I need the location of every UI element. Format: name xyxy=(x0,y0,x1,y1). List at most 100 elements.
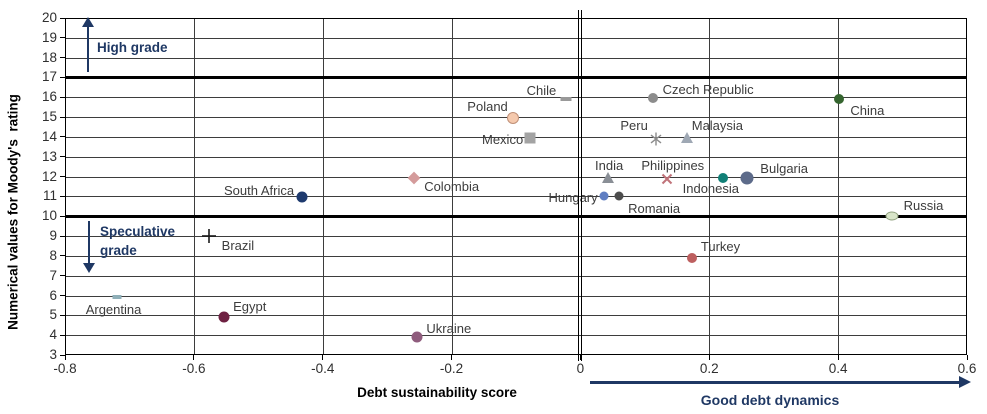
y-tick xyxy=(60,176,65,178)
gridline-x--0.4 xyxy=(322,19,324,354)
marker-egypt xyxy=(218,311,230,323)
good-debt-arrowhead-icon xyxy=(959,376,971,388)
x-tick-label: 0.2 xyxy=(699,361,719,376)
y-tick xyxy=(60,57,65,59)
threshold-line-y-10 xyxy=(66,215,966,219)
x-tick xyxy=(193,355,195,360)
x-tick-label: -0.2 xyxy=(439,361,464,376)
label-philippines: Philippines xyxy=(641,158,705,174)
x-tick xyxy=(966,355,968,360)
marker-indonesia xyxy=(717,172,728,183)
y-tick xyxy=(60,136,65,138)
y-tick xyxy=(60,314,65,316)
speculative-grade-line2: grade xyxy=(100,243,137,258)
x-tick-label: 0 xyxy=(576,361,585,376)
gridline-y-4 xyxy=(66,335,966,337)
marker-czech-republic xyxy=(647,93,658,104)
label-turkey: Turkey xyxy=(700,239,741,255)
x-tick xyxy=(708,355,710,360)
gridline-y-6 xyxy=(66,295,966,297)
y-tick-label: 14 xyxy=(41,128,57,144)
gridline-y-19 xyxy=(66,37,966,39)
y-tick-label: 17 xyxy=(41,69,57,85)
y-tick xyxy=(60,76,65,78)
y-tick-label: 5 xyxy=(49,307,57,323)
label-czech-republic: Czech Republic xyxy=(662,81,754,97)
good-debt-dynamics-annotation: Good debt dynamics xyxy=(700,392,840,408)
marker-mexico xyxy=(524,132,536,144)
gridline-y-5 xyxy=(66,315,966,317)
x-axis-title: Debt sustainability score xyxy=(357,385,517,400)
gridline-y-16 xyxy=(66,97,966,99)
gridline-y-7 xyxy=(66,275,966,277)
label-bulgaria: Bulgaria xyxy=(760,161,808,177)
label-chile: Chile xyxy=(526,82,557,98)
marker-argentina xyxy=(112,294,122,299)
label-china: China xyxy=(850,102,885,118)
y-tick xyxy=(60,17,65,19)
high-grade-arrowhead-icon xyxy=(82,17,94,27)
y-tick-label: 8 xyxy=(49,247,57,263)
y-tick-label: 15 xyxy=(41,109,57,125)
gridline-y-12 xyxy=(66,176,966,178)
marker-ukraine xyxy=(411,331,423,343)
y-tick-label: 18 xyxy=(41,49,57,65)
x-tick-label: -0.6 xyxy=(182,361,206,376)
high-grade-arrow-icon xyxy=(87,26,89,72)
gridline-x--0.6 xyxy=(193,19,195,354)
gridline-y-13 xyxy=(66,156,966,158)
marker-india xyxy=(602,171,615,183)
y-tick xyxy=(60,334,65,336)
y-tick-label: 19 xyxy=(41,29,57,45)
y-tick xyxy=(60,215,65,217)
y-tick xyxy=(60,295,65,297)
label-romania: Romania xyxy=(628,200,681,216)
x-tick xyxy=(451,355,453,360)
gridline-x--0.2 xyxy=(451,19,453,354)
y-tick-label: 3 xyxy=(49,347,57,362)
y-tick xyxy=(60,235,65,237)
speculative-grade-arrow-icon xyxy=(88,221,90,264)
marker-philippines xyxy=(661,173,672,184)
label-poland: Poland xyxy=(467,98,508,114)
x-tick xyxy=(322,355,324,360)
y-tick-label: 11 xyxy=(42,188,57,204)
speculative-grade-annotation: Speculative grade xyxy=(100,222,175,260)
label-hungary: Hungary xyxy=(548,189,598,205)
marker-china xyxy=(834,94,845,105)
good-debt-arrow-icon xyxy=(590,381,960,384)
gridline-y-14 xyxy=(66,136,966,138)
label-indonesia: Indonesia xyxy=(682,181,740,197)
marker-bulgaria xyxy=(740,171,754,185)
x-tick-label: 0.6 xyxy=(957,361,977,376)
y-tick-label: 20 xyxy=(41,10,57,25)
marker-colombia xyxy=(407,171,421,184)
label-argentina: Argentina xyxy=(85,302,142,318)
marker-malaysia xyxy=(680,131,693,143)
label-india: India xyxy=(595,158,624,174)
marker-south-africa xyxy=(296,191,308,203)
marker-turkey xyxy=(686,252,697,263)
threshold-line-y-17 xyxy=(66,76,966,80)
y-tick-label: 9 xyxy=(49,228,57,244)
label-south-africa: South Africa xyxy=(224,182,295,198)
speculative-grade-arrowhead-icon xyxy=(83,263,95,273)
y-tick-label: 13 xyxy=(41,148,57,164)
x-tick-label: 0.4 xyxy=(828,361,848,376)
y-tick xyxy=(60,275,65,277)
y-tick-label: 7 xyxy=(49,267,57,283)
label-peru: Peru xyxy=(620,118,648,134)
label-mexico: Mexico xyxy=(482,132,524,148)
y-tick xyxy=(60,37,65,39)
y-tick-label: 6 xyxy=(49,287,57,303)
marker-brazil xyxy=(201,229,216,244)
label-malaysia: Malaysia xyxy=(691,118,744,134)
x-tick xyxy=(579,355,581,360)
marker-romania xyxy=(614,191,624,201)
label-russia: Russia xyxy=(903,197,944,213)
x-tick-label: -0.8 xyxy=(53,361,77,376)
y-tick xyxy=(60,96,65,98)
y-tick xyxy=(60,156,65,158)
zero-axis-line xyxy=(578,10,583,361)
